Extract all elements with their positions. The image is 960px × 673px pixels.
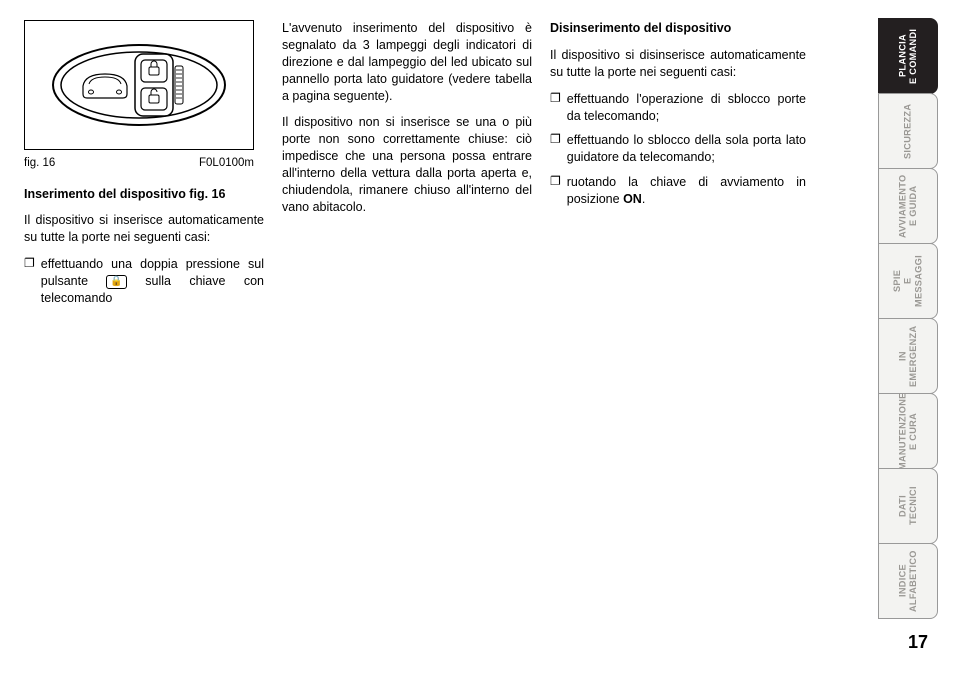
col1-heading: Inserimento del dispositivo fig. 16 — [24, 186, 264, 203]
tab-label: DATI TECNICI — [897, 477, 918, 535]
bullet-marker: ❐ — [550, 174, 561, 208]
key-fob-illustration — [49, 40, 229, 130]
col3-bullet2: ❐ effettuando lo sblocco della sola port… — [550, 132, 806, 166]
tab-label: IN EMERGENZA — [897, 325, 918, 386]
tab-sicurezza[interactable]: SICUREZZA — [878, 93, 938, 169]
col1-para1: Il dispositivo si inserisce automaticame… — [24, 212, 264, 246]
bullet-text-after: . — [642, 192, 645, 206]
col2-para2: Il dispositivo non si inserisce se una o… — [282, 114, 532, 215]
tab-spie[interactable]: SPIEE MESSAGGI — [878, 243, 938, 319]
tab-plancia[interactable]: PLANCIAE COMANDI — [878, 18, 938, 94]
col3-bullet3: ❐ ruotando la chiave di avviamento in po… — [550, 174, 806, 208]
bullet-text: effettuando una doppia pressione sul pul… — [41, 256, 264, 307]
figure-box — [24, 20, 254, 150]
tab-emergenza[interactable]: IN EMERGENZA — [878, 318, 938, 394]
bullet-text: effettuando lo sblocco della sola porta … — [567, 132, 806, 166]
col3-bullet1: ❐ effettuando l'operazione di sblocco po… — [550, 91, 806, 125]
col2-para1: L'avvenuto inserimento del dispositivo è… — [282, 20, 532, 104]
page-number: 17 — [908, 632, 928, 653]
tab-label: PLANCIAE COMANDI — [897, 28, 918, 83]
tab-avviamento[interactable]: AVVIAMENTOE GUIDA — [878, 168, 938, 244]
column-1: fig. 16 F0L0100m Inserimento del disposi… — [24, 20, 264, 315]
tab-label: INDICEALFABETICO — [897, 550, 918, 612]
side-tabs: PLANCIAE COMANDI SICUREZZA AVVIAMENTOE G… — [878, 18, 938, 618]
column-3: Disinserimento del dispositivo Il dispos… — [550, 20, 806, 315]
tab-indice[interactable]: INDICEALFABETICO — [878, 543, 938, 619]
lock-icon: 🔒 — [106, 275, 126, 289]
bullet-marker: ❐ — [550, 132, 561, 166]
page-content: fig. 16 F0L0100m Inserimento del disposi… — [0, 0, 960, 335]
figure-code: F0L0100m — [199, 156, 254, 172]
bullet-marker: ❐ — [24, 256, 35, 307]
tab-label: MANUTENZIONEE CURA — [897, 392, 918, 470]
col3-para1: Il dispositivo si disinserisce automatic… — [550, 47, 806, 81]
tab-label: AVVIAMENTOE GUIDA — [897, 174, 918, 237]
tab-label: SPIEE MESSAGGI — [892, 252, 924, 310]
bullet-text: effettuando l'operazione di sblocco port… — [567, 91, 806, 125]
col3-heading: Disinserimento del dispositivo — [550, 20, 806, 37]
figure-caption: fig. 16 F0L0100m — [24, 156, 254, 172]
figure-number: fig. 16 — [24, 156, 55, 172]
col1-bullet1: ❐ effettuando una doppia pressione sul p… — [24, 256, 264, 307]
tab-dati[interactable]: DATI TECNICI — [878, 468, 938, 544]
tab-manutenzione[interactable]: MANUTENZIONEE CURA — [878, 393, 938, 469]
bullet-text: ruotando la chiave di avviamento in posi… — [567, 174, 806, 208]
bullet-bold: ON — [623, 192, 642, 206]
bullet-text-before: ruotando la chiave di avviamento in posi… — [567, 175, 806, 206]
column-2: L'avvenuto inserimento del dispositivo è… — [282, 20, 532, 315]
tab-label: SICUREZZA — [903, 103, 914, 158]
bullet-marker: ❐ — [550, 91, 561, 125]
